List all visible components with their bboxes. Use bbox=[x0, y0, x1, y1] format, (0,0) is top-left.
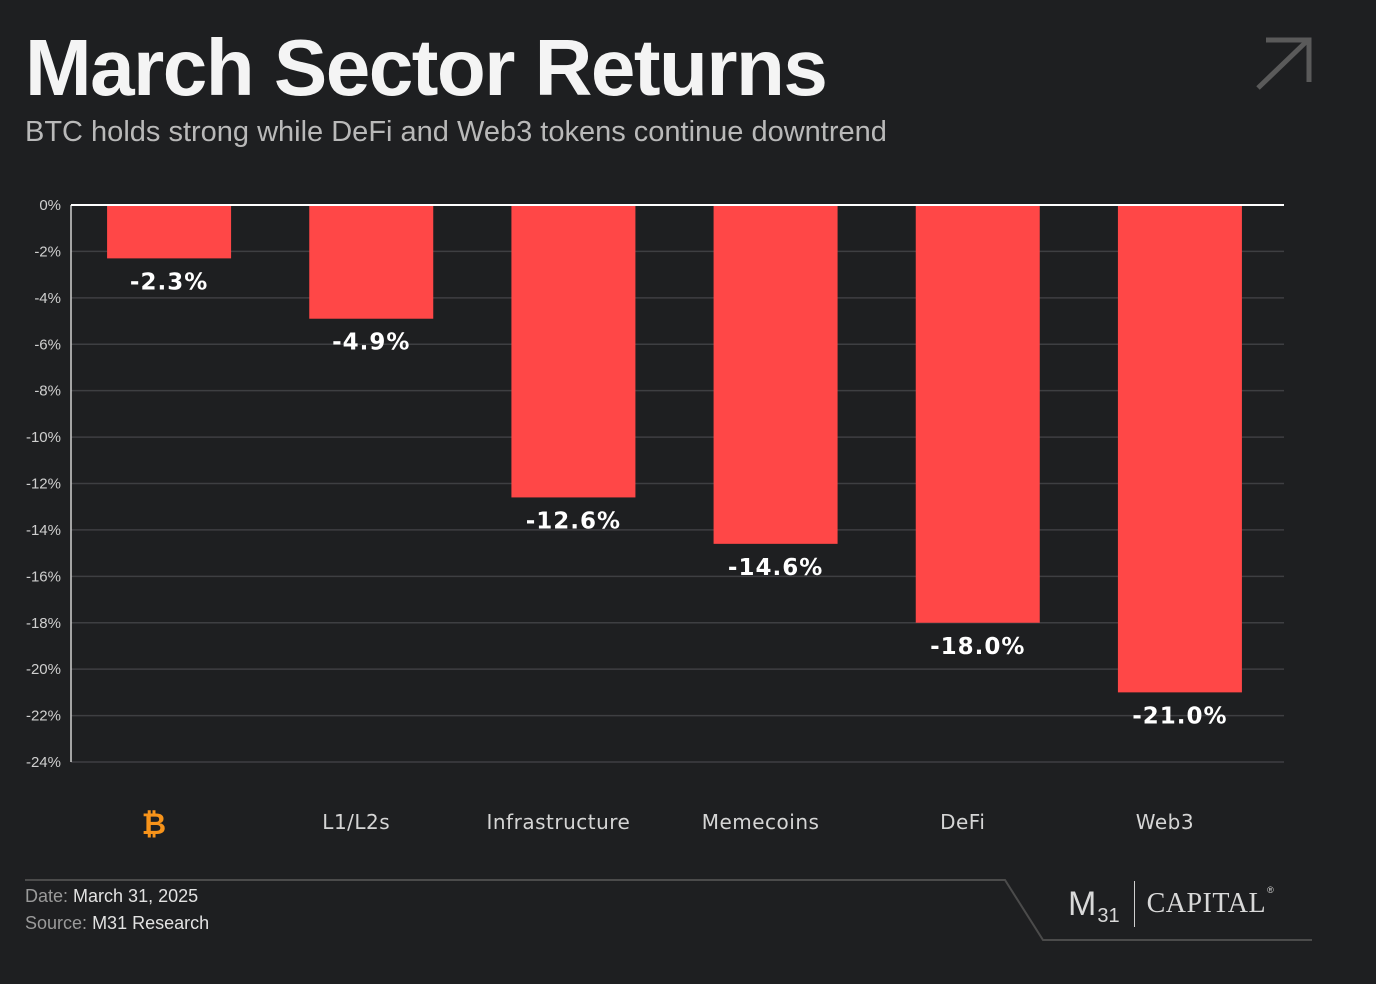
bar bbox=[309, 205, 434, 319]
x-tick-label: L1/L2s bbox=[322, 810, 390, 834]
bar bbox=[915, 205, 1040, 623]
date-value: March 31, 2025 bbox=[73, 886, 199, 906]
bar bbox=[713, 205, 838, 544]
bitcoin-icon: ₿ bbox=[142, 807, 167, 842]
logo-divider bbox=[1133, 881, 1135, 927]
bar-data-label: -14.6% bbox=[728, 555, 823, 581]
source-line: Source: M31 Research bbox=[25, 913, 209, 934]
y-tick-label: -8% bbox=[34, 383, 61, 400]
logo-m: M bbox=[1068, 885, 1097, 923]
y-tick-label: -4% bbox=[34, 290, 61, 307]
y-tick-label: -16% bbox=[26, 568, 61, 585]
bar-data-label: -4.9% bbox=[332, 330, 410, 356]
y-tick-label: -12% bbox=[26, 476, 61, 493]
x-tick-label: Web3 bbox=[1136, 810, 1194, 834]
source-label: Source: bbox=[25, 913, 88, 933]
y-tick-label: -20% bbox=[26, 661, 61, 678]
bar-data-label: -12.6% bbox=[526, 508, 621, 534]
y-tick-label: -18% bbox=[26, 615, 61, 632]
x-tick-label: DeFi bbox=[940, 810, 985, 834]
source-value: M31 Research bbox=[92, 913, 210, 933]
date-label: Date: bbox=[25, 886, 69, 906]
logo-registered: ® bbox=[1267, 885, 1274, 895]
logo-31: 31 bbox=[1097, 904, 1120, 927]
bar bbox=[511, 205, 636, 498]
y-tick-label: -22% bbox=[26, 708, 61, 725]
y-tick-label: -24% bbox=[26, 754, 61, 771]
bar bbox=[107, 205, 232, 259]
m31-capital-logo: M 31 CAPITAL ® bbox=[1068, 880, 1274, 928]
date-line: Date: March 31, 2025 bbox=[25, 886, 198, 907]
y-tick-label: -10% bbox=[26, 429, 61, 446]
chart-subtitle: BTC holds strong while DeFi and Web3 tok… bbox=[25, 116, 887, 148]
x-tick-label: Infrastructure bbox=[486, 810, 630, 834]
chart-title: March Sector Returns bbox=[25, 23, 828, 112]
bar bbox=[1117, 205, 1242, 693]
bar-data-label: -2.3% bbox=[130, 269, 208, 295]
bar-data-label: -21.0% bbox=[1132, 703, 1227, 729]
bar-data-label: -18.0% bbox=[930, 634, 1025, 660]
y-tick-label: -6% bbox=[34, 336, 61, 353]
arrow-up-right-icon[interactable] bbox=[1252, 34, 1318, 94]
y-tick-label: -2% bbox=[34, 243, 61, 260]
y-tick-label: -14% bbox=[26, 522, 61, 539]
logo-capital: CAPITAL bbox=[1146, 888, 1267, 919]
x-tick-label: Memecoins bbox=[702, 810, 820, 834]
y-tick-label: 0% bbox=[39, 197, 61, 214]
